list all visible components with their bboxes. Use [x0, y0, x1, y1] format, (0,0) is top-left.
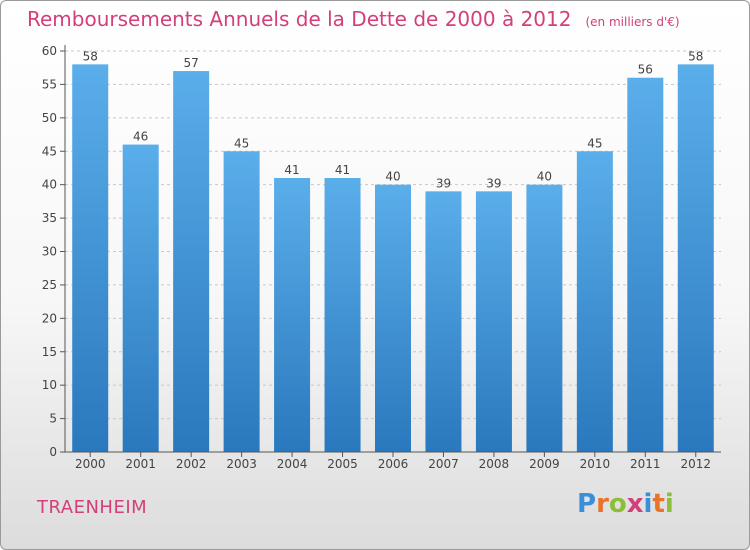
- chart-title: Remboursements Annuels de la Dette de 20…: [27, 7, 680, 31]
- data-label: 39: [486, 176, 501, 190]
- bar: [576, 151, 613, 452]
- data-label: 57: [184, 56, 199, 70]
- data-label: 56: [638, 63, 653, 77]
- title-text: Remboursements Annuels de la Dette de 20…: [27, 7, 572, 31]
- bar: [324, 177, 361, 452]
- x-tick-label: 2010: [580, 457, 611, 471]
- bar: [173, 71, 210, 453]
- y-tick-label: 10: [42, 378, 57, 392]
- x-tick-label: 2006: [378, 457, 409, 471]
- proxiti-logo[interactable]: Proxiti: [577, 489, 674, 519]
- data-label: 45: [234, 136, 249, 150]
- y-tick-label: 30: [42, 245, 57, 259]
- data-label: 41: [284, 163, 299, 177]
- x-tick-label: 2004: [277, 457, 308, 471]
- x-tick-label: 2012: [680, 457, 711, 471]
- bar: [627, 77, 664, 452]
- x-tick-label: 2008: [479, 457, 510, 471]
- data-label: 40: [385, 170, 400, 184]
- x-tick-label: 2000: [75, 457, 106, 471]
- logo-letter: i: [664, 489, 674, 519]
- chart-subtitle: (en milliers d'€): [585, 15, 680, 29]
- bar: [72, 64, 109, 452]
- data-label: 45: [587, 136, 602, 150]
- bar: [375, 184, 411, 452]
- y-tick-label: 55: [42, 77, 57, 91]
- bar: [425, 191, 462, 452]
- data-label: 58: [688, 49, 703, 63]
- logo-letter: t: [652, 489, 665, 519]
- y-tick-label: 0: [49, 445, 57, 459]
- data-label: 39: [436, 176, 451, 190]
- x-tick-label: 2005: [327, 457, 358, 471]
- logo-letter: P: [577, 489, 597, 519]
- bar: [677, 64, 714, 452]
- x-tick-label: 2003: [226, 457, 257, 471]
- data-label: 40: [537, 170, 552, 184]
- logo-letter: r: [596, 489, 609, 519]
- x-tick-label: 2007: [428, 457, 459, 471]
- y-tick-label: 35: [42, 211, 57, 225]
- y-tick-label: 40: [42, 178, 57, 192]
- commune-name: TRAENHEIM: [37, 497, 148, 518]
- y-tick-label: 50: [42, 111, 57, 125]
- bar: [526, 184, 563, 452]
- x-tick-label: 2002: [176, 457, 207, 471]
- logo-letter: x: [626, 489, 644, 519]
- bar: [475, 191, 512, 452]
- x-tick-label: 2011: [630, 457, 661, 471]
- y-tick-label: 15: [42, 345, 57, 359]
- x-tick-label: 2001: [125, 457, 156, 471]
- y-tick-label: 60: [42, 44, 57, 58]
- x-tick-label: 2009: [529, 457, 560, 471]
- y-tick-label: 25: [42, 278, 57, 292]
- y-tick-label: 45: [42, 144, 57, 158]
- bar: [274, 177, 311, 452]
- logo-letter: o: [608, 489, 627, 519]
- data-label: 41: [335, 163, 350, 177]
- y-tick-label: 5: [49, 412, 57, 426]
- bar: [223, 151, 260, 452]
- logo-letter: i: [643, 489, 653, 519]
- data-label: 46: [133, 130, 148, 144]
- data-label: 58: [83, 49, 98, 63]
- y-tick-label: 20: [42, 311, 57, 325]
- bar: [122, 144, 159, 453]
